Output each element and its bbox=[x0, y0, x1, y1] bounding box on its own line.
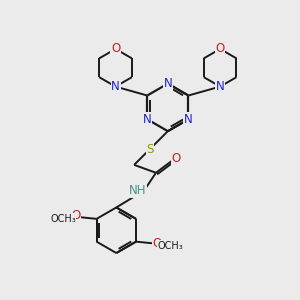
Text: O: O bbox=[71, 209, 80, 222]
Text: NH: NH bbox=[129, 184, 147, 197]
Text: N: N bbox=[143, 113, 152, 126]
Text: N: N bbox=[164, 77, 172, 90]
Text: OCH₃: OCH₃ bbox=[50, 214, 76, 224]
Text: N: N bbox=[216, 80, 224, 93]
Text: O: O bbox=[152, 237, 161, 250]
Text: N: N bbox=[184, 113, 193, 126]
Text: N: N bbox=[111, 80, 120, 93]
Text: OCH₃: OCH₃ bbox=[158, 241, 184, 250]
Text: O: O bbox=[215, 42, 225, 56]
Text: O: O bbox=[111, 42, 120, 56]
Text: S: S bbox=[146, 142, 154, 155]
Text: O: O bbox=[171, 152, 180, 165]
